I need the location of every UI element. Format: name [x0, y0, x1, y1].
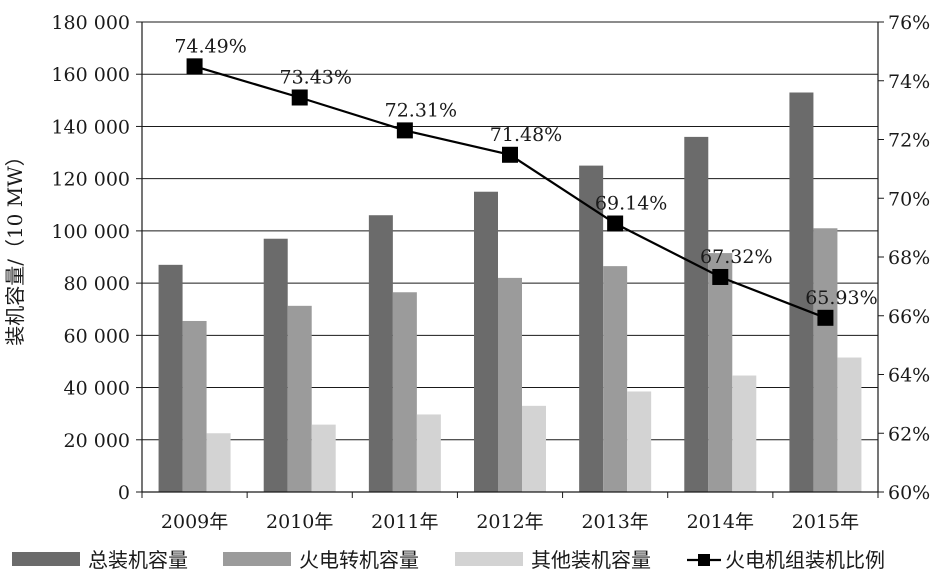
y-tick-label: 160 000	[51, 64, 130, 86]
ratio-marker	[186, 58, 203, 75]
bar	[392, 292, 417, 492]
bar	[182, 320, 207, 492]
bar	[579, 165, 604, 492]
ratio-data-label: 74.49%	[174, 35, 246, 57]
ratio-data-label: 69.14%	[595, 193, 667, 215]
data-labels: 74.49% 73.43% 72.31% 71.48% 69.14% 67.32% 65.9…	[174, 35, 877, 308]
x-tick-label: 2010年	[266, 511, 333, 533]
y-axis-label: 装机容量/（10 MW）	[3, 146, 27, 346]
ratio-marker	[607, 215, 624, 232]
bars	[158, 92, 862, 492]
legend-marker	[698, 554, 710, 566]
ratio-line	[186, 58, 834, 326]
bar	[789, 92, 814, 492]
bar	[206, 433, 231, 492]
x-tick-label: 2014年	[687, 511, 754, 533]
ratio-marker	[291, 89, 308, 106]
y-tick-label: 20 000	[64, 430, 130, 452]
legend-label: 总装机容量	[88, 548, 188, 572]
x-tick-label: 2011年	[371, 511, 438, 533]
bar	[368, 215, 393, 492]
bar	[498, 277, 522, 492]
ratio-marker	[396, 122, 413, 139]
x-tick-label: 2013年	[581, 511, 648, 533]
axes: 0 20 000 40 000 60 000 80 000 100 000 120 000 1…	[51, 12, 930, 533]
legend-label: 火电机组装机比例	[725, 548, 885, 572]
y2-tick-label: 70%	[888, 188, 930, 210]
ratio-data-label: 65.93%	[805, 287, 877, 309]
y2-tick-label: 60%	[888, 482, 930, 504]
legend-label: 火电转机容量	[299, 548, 419, 572]
bar	[627, 391, 652, 492]
ratio-marker	[502, 146, 518, 163]
bar	[263, 238, 288, 492]
x-tick-label: 2012年	[476, 511, 543, 533]
ratio-data-label: 72.31%	[385, 99, 457, 121]
y2-tick-label: 68%	[888, 247, 930, 269]
bar	[732, 375, 757, 492]
ratio-data-label: 67.32%	[700, 246, 772, 268]
legend-swatch	[12, 552, 80, 566]
bar	[708, 253, 733, 492]
ratio-data-label: 71.48%	[490, 124, 562, 146]
y-tick-label: 0	[118, 482, 130, 504]
bar	[287, 305, 312, 492]
y2-tick-label: 72%	[888, 130, 930, 152]
legend: 总装机容量 火电转机容量 其他装机容量 火电机组装机比例	[12, 548, 885, 572]
y2-tick-label: 76%	[888, 12, 930, 34]
bar	[416, 414, 441, 492]
bar	[813, 228, 838, 492]
legend-swatch	[455, 552, 523, 566]
bar	[158, 264, 183, 492]
ratio-marker	[817, 309, 834, 326]
bar	[603, 266, 628, 492]
y-tick-label: 100 000	[51, 221, 130, 243]
y-tick-label: 140 000	[51, 116, 130, 138]
bar	[837, 357, 862, 492]
x-tick-label: 2009年	[161, 511, 228, 533]
y-tick-label: 60 000	[64, 325, 130, 347]
y2-tick-label: 62%	[888, 423, 930, 445]
y2-tick-label: 74%	[888, 71, 930, 93]
y-tick-label: 180 000	[51, 12, 130, 34]
legend-label: 其他装机容量	[531, 548, 651, 572]
ratio-marker	[712, 268, 729, 285]
bar	[311, 424, 336, 492]
y-tick-label: 80 000	[64, 273, 130, 295]
legend-swatch	[223, 552, 291, 566]
y-tick-label: 120 000	[51, 169, 130, 191]
bar	[522, 405, 546, 492]
x-tick-label: 2015年	[792, 511, 859, 533]
bar	[684, 136, 709, 492]
y-tick-label: 40 000	[64, 378, 130, 400]
y2-tick-label: 66%	[888, 306, 930, 328]
y2-tick-label: 64%	[888, 365, 930, 387]
bar	[474, 191, 498, 492]
ratio-data-label: 73.43%	[279, 66, 351, 88]
